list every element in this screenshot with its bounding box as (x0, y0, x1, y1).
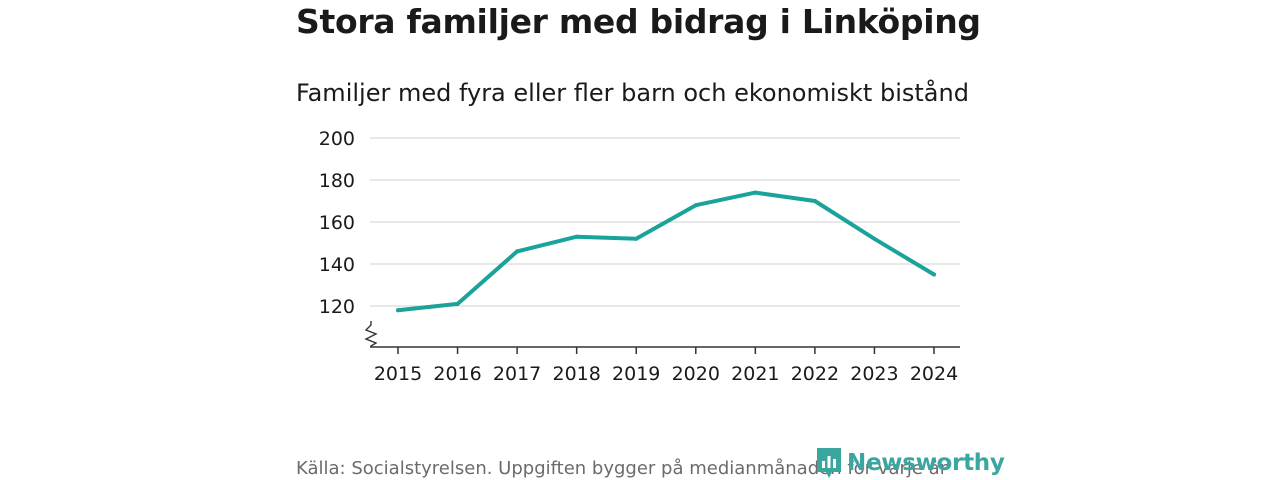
data-point (753, 190, 758, 195)
source-note: Källa: Socialstyrelsen. Uppgiften bygger… (296, 458, 948, 479)
series-line (396, 190, 936, 313)
data-point (515, 249, 520, 254)
data-point (693, 203, 698, 208)
y-tick-label: 160 (319, 212, 355, 234)
logo-text: Newsworthy (847, 450, 1005, 476)
x-tick-label: 2015 (374, 363, 422, 385)
data-point (574, 234, 579, 239)
y-tick-label: 120 (319, 296, 355, 318)
x-tick-label: 2020 (672, 363, 720, 385)
data-point (872, 236, 877, 241)
x-tick-label: 2021 (731, 363, 779, 385)
x-tick-label: 2022 (791, 363, 839, 385)
data-point (932, 272, 936, 277)
y-tick-label: 140 (319, 254, 355, 276)
x-tick-label: 2024 (910, 363, 958, 385)
chart-title: Stora familjer med bidrag i Linköping (296, 2, 981, 41)
x-tick-label: 2017 (493, 363, 541, 385)
y-tick-label: 200 (319, 128, 355, 150)
chart-subtitle: Familjer med fyra eller fler barn och ek… (296, 79, 969, 107)
data-point (634, 236, 639, 241)
newsworthy-logo-icon (817, 448, 841, 478)
data-point (812, 199, 817, 203)
x-tick-label: 2016 (433, 363, 481, 385)
x-tick-label: 2023 (850, 363, 898, 385)
newsworthy-logo[interactable]: Newsworthy (815, 446, 1005, 480)
axis-break (364, 321, 378, 347)
line-chart: 120 140 160 180 200 2015 2016 2017 2018 2019 2020 2… (319, 128, 960, 385)
data-point (396, 308, 400, 313)
y-tick-label: 180 (319, 170, 355, 192)
x-tick-label: 2019 (612, 363, 660, 385)
x-tick-label: 2018 (552, 363, 600, 385)
data-point (455, 301, 460, 306)
